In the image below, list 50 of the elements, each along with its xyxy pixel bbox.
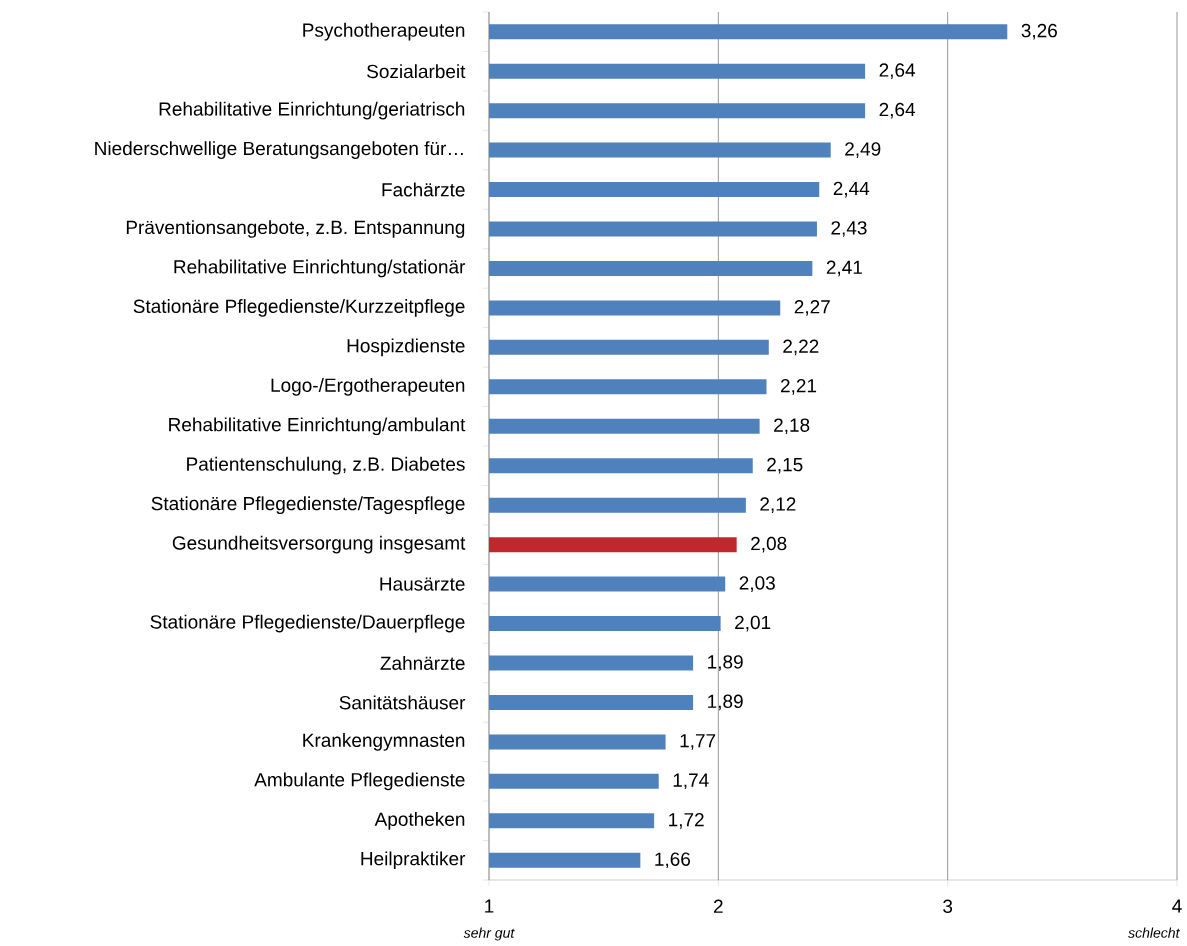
data-label: 2,01 <box>735 615 771 632</box>
y-tick-label: Hausärzte <box>380 577 465 591</box>
text: sehr gut <box>463 927 515 941</box>
data-label: 2,27 <box>794 300 830 316</box>
y-tick-label: Sozialarbeit <box>367 64 466 79</box>
data-label: 1,77 <box>680 734 716 750</box>
data-label: 1,74 <box>673 773 709 790</box>
data-label: 2,64 <box>879 63 916 80</box>
data-label: 2,15 <box>767 457 803 474</box>
data-label: 2,49 <box>845 142 881 158</box>
x-tick-label: 3 <box>943 899 953 913</box>
data-label: 2,08 <box>751 536 787 553</box>
y-tick-label: Gesundheitsversorgung insgesamt <box>172 535 466 554</box>
y-tick-label: Sanitätshäuser <box>339 695 466 710</box>
y-tick-label: Apotheken <box>374 811 465 830</box>
x-tick-label: 4 <box>1172 899 1182 913</box>
y-tick-label: Stationäre Pflegedienste/Tagespflege <box>151 496 465 515</box>
y-tick-label: Rehabilitative Einrichtung/geriatrisch <box>159 101 465 120</box>
y-tick-label: Ambulante Pflegedienste <box>254 772 465 791</box>
data-label: 3,26 <box>1021 23 1057 40</box>
y-tick-label: Rehabilitative Einrichtung/ambulant <box>169 417 466 436</box>
y-tick-label: Heilpraktiker <box>361 851 466 870</box>
y-tick-label: Niederschwellige Beratungsangeboten für… <box>95 141 463 159</box>
x-tick-label: 2 <box>714 899 723 913</box>
data-label: 2,12 <box>760 497 796 514</box>
data-label: 2,03 <box>739 576 775 592</box>
data-label: 1,72 <box>669 812 704 829</box>
data-label: 1,89 <box>708 655 743 671</box>
y-tick-label: Fachärzte <box>382 182 465 197</box>
data-label: 2,18 <box>774 418 810 435</box>
data-label: 2,21 <box>780 378 817 395</box>
data-label: 1,89 <box>708 694 743 711</box>
y-tick-label: Stationäre Pflegedienste/Dauerpflege <box>150 614 465 633</box>
data-label: 2,43 <box>831 221 867 237</box>
x-tick-label: 1 <box>485 899 494 913</box>
y-tick-label: Psychotherapeuten <box>303 22 465 41</box>
y-tick-label: Zahnärzte <box>380 656 465 670</box>
y-tick-label: Rehabilitative Einrichtung/stationär <box>174 259 466 278</box>
y-tick-label: Krankengymnasten <box>303 733 465 751</box>
y-tick-label: Stationäre Pflegedienste/Kurzzeitpflege <box>133 299 465 317</box>
data-label: 1,66 <box>655 852 691 869</box>
text: schlecht <box>1128 927 1180 938</box>
y-tick-label: Logo-/Ergotherapeuten <box>271 377 465 396</box>
data-label: 2,44 <box>833 181 870 198</box>
y-tick-label: Hospizdienste <box>347 338 465 357</box>
data-label: 2,22 <box>783 339 819 356</box>
y-tick-label: Patientenschulung, z.B. Diabetes <box>187 456 465 475</box>
data-label: 2,41 <box>826 260 862 277</box>
data-label: 2,64 <box>879 102 916 119</box>
y-tick-label: Präventionsangebote, z.B. Entspannung <box>126 220 465 238</box>
